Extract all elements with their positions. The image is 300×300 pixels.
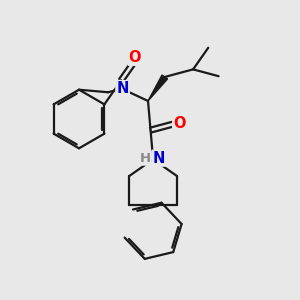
Text: O: O: [173, 116, 186, 131]
Text: N: N: [153, 151, 165, 166]
Text: O: O: [129, 50, 141, 65]
Text: H: H: [140, 152, 151, 165]
Text: N: N: [116, 81, 129, 96]
Polygon shape: [148, 75, 168, 101]
